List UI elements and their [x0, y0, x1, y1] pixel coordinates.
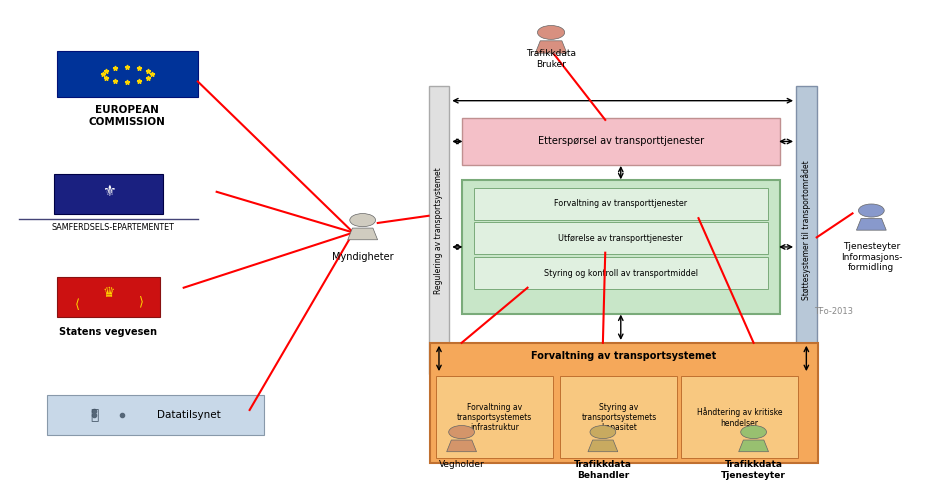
FancyBboxPatch shape — [436, 377, 553, 458]
Circle shape — [740, 425, 767, 439]
Text: Styring av
transportsystemets
kapasitet: Styring av transportsystemets kapasitet — [581, 403, 657, 432]
Polygon shape — [535, 41, 567, 53]
FancyBboxPatch shape — [430, 343, 818, 463]
Text: Håndtering av kritiske
hendelser: Håndtering av kritiske hendelser — [697, 407, 782, 427]
Text: EUROPEAN
COMMISSION: EUROPEAN COMMISSION — [89, 106, 166, 127]
FancyBboxPatch shape — [560, 377, 677, 458]
Text: Trafikkdata
Behandler: Trafikkdata Behandler — [574, 460, 632, 480]
FancyBboxPatch shape — [462, 181, 780, 314]
FancyBboxPatch shape — [474, 257, 768, 289]
Text: Statens vegvesen: Statens vegvesen — [59, 327, 157, 337]
Text: ⚜: ⚜ — [102, 184, 115, 199]
FancyBboxPatch shape — [462, 118, 780, 165]
Text: 👥: 👥 — [90, 408, 98, 422]
FancyBboxPatch shape — [47, 394, 264, 435]
FancyBboxPatch shape — [54, 174, 163, 214]
FancyBboxPatch shape — [57, 277, 160, 318]
FancyBboxPatch shape — [474, 223, 768, 254]
Text: Styring og kontroll av transportmiddel: Styring og kontroll av transportmiddel — [544, 269, 698, 278]
Text: Forvaltning av transporttjenester: Forvaltning av transporttjenester — [554, 199, 688, 208]
FancyBboxPatch shape — [796, 86, 817, 374]
Circle shape — [858, 204, 885, 217]
Polygon shape — [856, 218, 886, 230]
Text: Datatilsynet: Datatilsynet — [156, 410, 220, 420]
Text: Støttesystemer til transportområdet: Støttesystemer til transportområdet — [802, 160, 811, 300]
Polygon shape — [348, 228, 378, 240]
Text: ♛: ♛ — [102, 287, 115, 301]
Text: SAMFERDSELS­EPARTEMENTET: SAMFERDSELS­EPARTEMENTET — [52, 223, 174, 232]
Polygon shape — [588, 440, 618, 452]
Text: TFo-2013: TFo-2013 — [814, 307, 853, 316]
Circle shape — [538, 26, 564, 39]
FancyBboxPatch shape — [681, 377, 798, 458]
FancyBboxPatch shape — [429, 86, 449, 374]
Text: Regulering av transportsystemet: Regulering av transportsystemet — [434, 167, 444, 293]
Text: Vegholder: Vegholder — [439, 460, 484, 469]
Text: Leveranse av Transporttjenester: Leveranse av Transporttjenester — [531, 193, 710, 203]
Text: Forvaltning av transportsystemet: Forvaltning av transportsystemet — [531, 351, 716, 362]
Text: Etterspørsel av transporttjenester: Etterspørsel av transporttjenester — [538, 136, 704, 147]
FancyBboxPatch shape — [474, 188, 768, 220]
Text: Myndigheter: Myndigheter — [332, 252, 394, 262]
Text: ⟩: ⟩ — [138, 296, 144, 309]
FancyBboxPatch shape — [57, 51, 198, 97]
Polygon shape — [447, 440, 477, 452]
Text: Tjenesteyter
Informasjons-
formidling: Tjenesteyter Informasjons- formidling — [840, 242, 902, 272]
Text: ⟩: ⟩ — [73, 296, 78, 309]
Circle shape — [448, 425, 475, 439]
Text: Trafikkdata
Tjenesteyter: Trafikkdata Tjenesteyter — [722, 460, 786, 480]
Circle shape — [349, 213, 376, 227]
Text: Forvaltning av
transportsystemets
infrastruktur: Forvaltning av transportsystemets infras… — [457, 403, 532, 432]
Text: Utførelse av transporttjenester: Utførelse av transporttjenester — [559, 234, 683, 243]
Circle shape — [590, 425, 616, 439]
Text: Trafikkdata
Bruker: Trafikkdata Bruker — [526, 49, 577, 69]
Polygon shape — [739, 440, 769, 452]
